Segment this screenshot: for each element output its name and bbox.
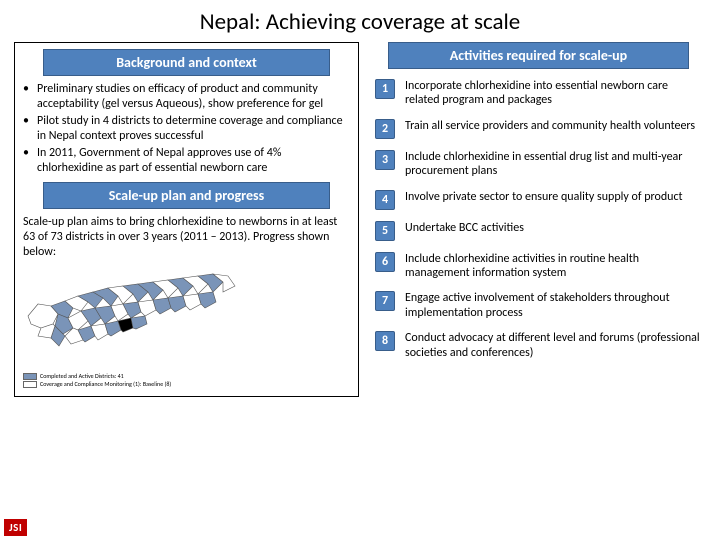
activity-item: 3 Include chlorhexidine in essential dru… <box>375 150 702 179</box>
bullet-item: Pilot study in 4 districts to determine … <box>37 114 350 144</box>
map-area: Completed and Active Districts: 41 Cover… <box>23 266 350 388</box>
legend-swatch <box>23 381 37 388</box>
activity-item: 1 Incorporate chlorhexidine into essenti… <box>375 79 702 108</box>
columns: Background and context Preliminary studi… <box>14 42 706 397</box>
legend-label: Coverage and Compliance Monitoring (1): … <box>40 381 171 388</box>
number-badge: 1 <box>375 79 395 99</box>
number-badge: 2 <box>375 119 395 139</box>
activities-header: Activities required for scale-up <box>388 42 689 69</box>
map-legend: Completed and Active Districts: 41 Cover… <box>23 372 171 388</box>
activity-item: 7 Engage active involvement of stakehold… <box>375 291 702 320</box>
legend-row: Coverage and Compliance Monitoring (1): … <box>23 381 171 388</box>
left-column: Background and context Preliminary studi… <box>14 42 359 397</box>
number-badge: 3 <box>375 150 395 170</box>
activity-text: Undertake BCC activities <box>405 221 524 235</box>
number-badge: 6 <box>375 252 395 272</box>
activity-item: 8 Conduct advocacy at different level an… <box>375 331 702 360</box>
scaleup-header: Scale-up plan and progress <box>43 182 331 209</box>
background-bullets: Preliminary studies on efficacy of produ… <box>23 82 350 176</box>
number-badge: 7 <box>375 291 395 311</box>
activity-text: Conduct advocacy at different level and … <box>405 331 702 360</box>
slide: Nepal: Achieving coverage at scale Backg… <box>0 0 720 540</box>
activity-item: 4 Involve private sector to ensure quali… <box>375 190 702 210</box>
activity-text: Include chlorhexidine activities in rout… <box>405 252 702 281</box>
page-title: Nepal: Achieving coverage at scale <box>14 8 706 36</box>
bullet-item: Preliminary studies on efficacy of produ… <box>37 82 350 112</box>
activity-text: Incorporate chlorhexidine into essential… <box>405 79 702 108</box>
right-column: Activities required for scale-up 1 Incor… <box>371 42 706 397</box>
legend-label: Completed and Active Districts: 41 <box>40 373 124 380</box>
background-header: Background and context <box>43 49 331 76</box>
bullet-item: In 2011, Government of Nepal approves us… <box>37 146 350 176</box>
number-badge: 5 <box>375 221 395 241</box>
plan-text: Scale-up plan aims to bring chlorhexidin… <box>23 215 350 260</box>
jsi-logo: JSI <box>4 519 27 536</box>
activity-item: 2 Train all service providers and commun… <box>375 119 702 139</box>
activity-text: Engage active involvement of stakeholder… <box>405 291 702 320</box>
activity-text: Include chlorhexidine in essential drug … <box>405 150 702 179</box>
legend-swatch <box>23 373 37 380</box>
activity-item: 6 Include chlorhexidine activities in ro… <box>375 252 702 281</box>
number-badge: 8 <box>375 331 395 351</box>
nepal-map <box>23 266 243 366</box>
activity-text: Train all service providers and communit… <box>405 119 695 133</box>
number-badge: 4 <box>375 190 395 210</box>
activity-item: 5 Undertake BCC activities <box>375 221 702 241</box>
activity-text: Involve private sector to ensure quality… <box>405 190 683 204</box>
legend-row: Completed and Active Districts: 41 <box>23 373 171 380</box>
